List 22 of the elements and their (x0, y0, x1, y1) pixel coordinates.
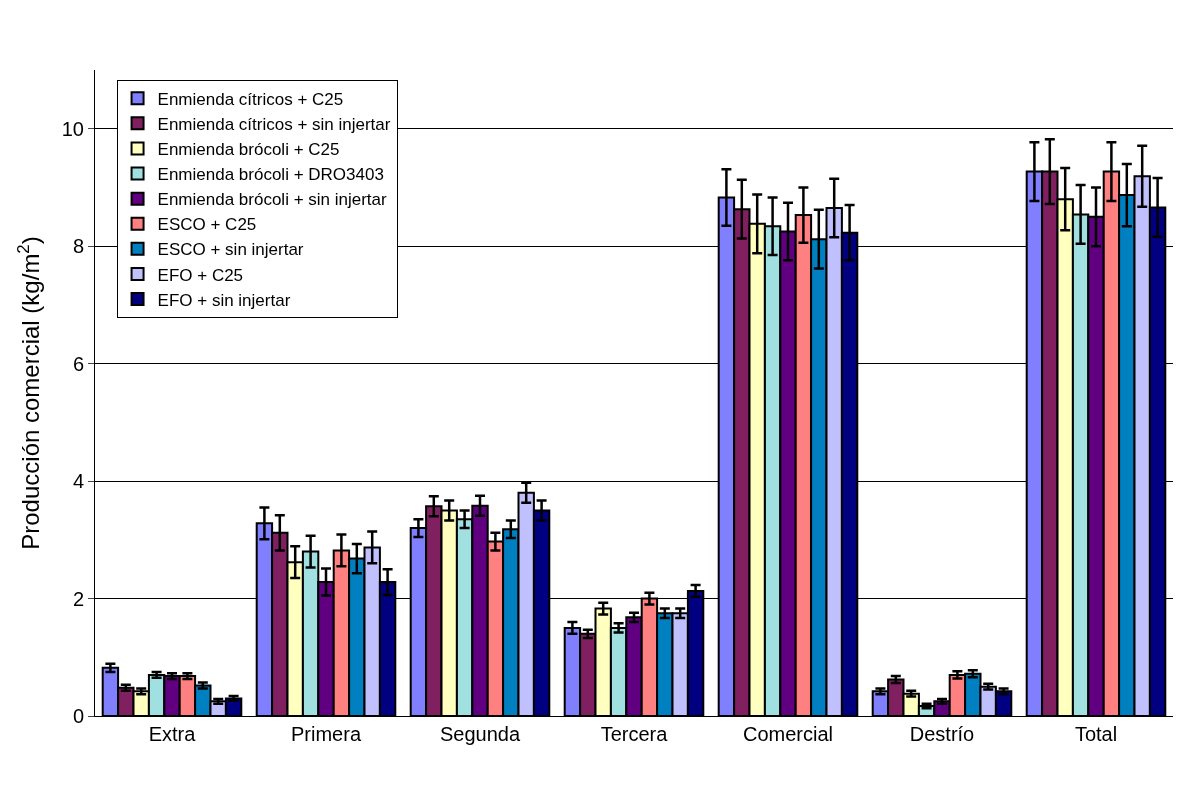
legend-label: Enmienda cítricos + sin injertar (157, 114, 391, 134)
legend-label: ESCO + C25 (157, 215, 257, 235)
legend-label: Enmienda brócoli + sin injertar (157, 190, 388, 210)
y-tick-label: 6 (72, 352, 84, 375)
legend-label: Enmienda brócoli + DRO3403 (157, 165, 384, 185)
x-tick-label: Primera (290, 723, 362, 745)
x-tick-label: Comercial (742, 723, 834, 745)
x-tick-label: Tercera (600, 723, 669, 745)
x-tick-label: Total (1074, 723, 1118, 745)
x-tick-label: Destrío (909, 723, 975, 745)
y-tick-label: 4 (72, 470, 84, 493)
y-tick-label: 2 (72, 587, 84, 610)
legend-label: ESCO + sin injertar (157, 240, 304, 260)
x-tick-label: Segunda (439, 723, 521, 745)
legend-label: EFO + C25 (157, 265, 244, 285)
legend-label: Enmienda cítricos + C25 (157, 89, 344, 109)
legend-label: EFO + sin injertar (157, 290, 291, 310)
y-tick-label: 8 (72, 235, 84, 258)
x-tick-label: Extra (148, 723, 197, 745)
y-tick-label: 0 (72, 705, 84, 727)
y-tick-label: 10 (61, 117, 84, 140)
legend-label: Enmienda brócoli + C25 (157, 140, 340, 160)
